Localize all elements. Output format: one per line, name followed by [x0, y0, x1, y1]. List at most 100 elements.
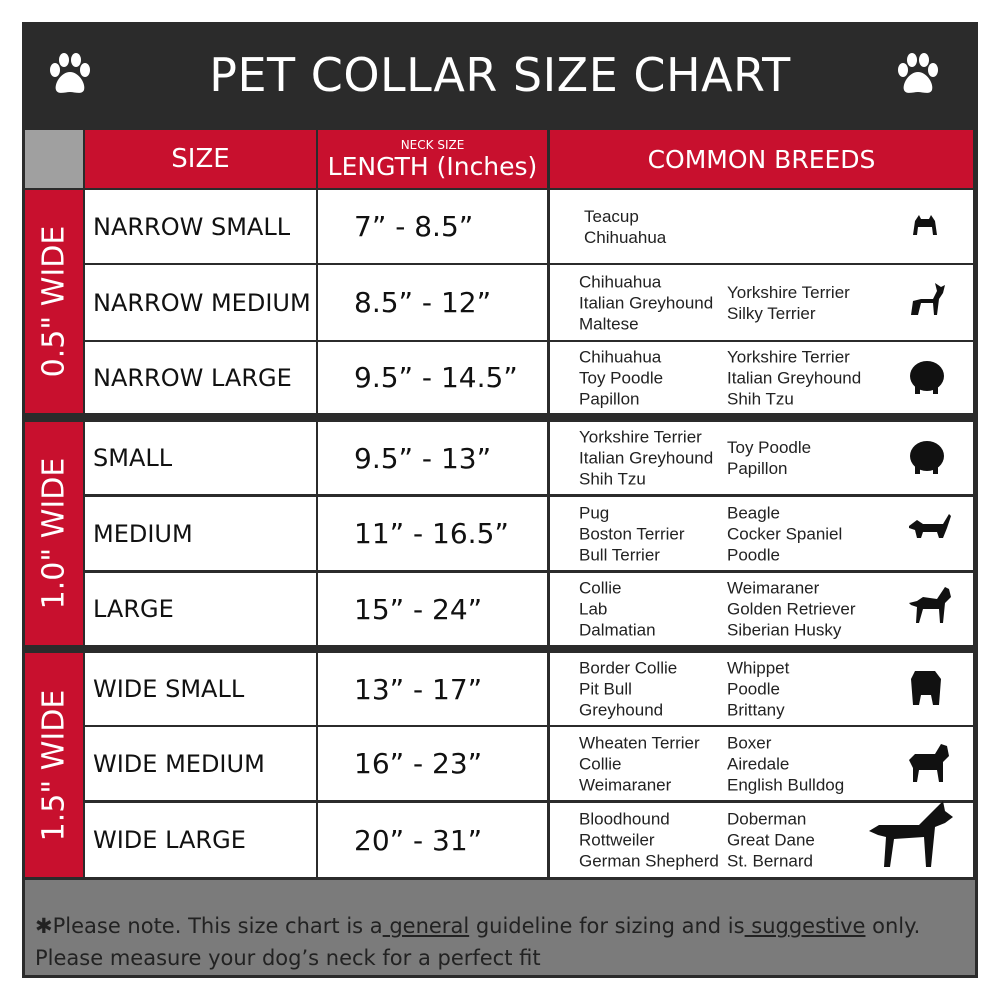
breed: Chihuahua	[584, 227, 667, 247]
header-length-label: LENGTH (Inches)	[327, 151, 538, 181]
breed-list: Teacup Chihuahua	[584, 206, 666, 248]
breed: Pit Bull	[579, 679, 632, 699]
breed: Bull Terrier	[579, 545, 660, 564]
breed-list: Weimaraner Golden Retriever Siberian Husky	[727, 578, 856, 641]
breed: Bloodhound	[579, 809, 670, 829]
breed: Boston Terrier	[579, 524, 685, 543]
breed: Doberman	[727, 809, 807, 829]
size-cell: LARGE	[85, 573, 316, 645]
group-label: 0.5" WIDE	[25, 190, 83, 413]
chihuahua-icon	[911, 282, 945, 315]
breed: Yorkshire Terrier	[579, 427, 702, 447]
breed: Shih Tzu	[579, 469, 646, 489]
breed: Border Collie	[579, 658, 678, 678]
size-cell: NARROW MEDIUM	[85, 265, 316, 340]
breed: Collie	[579, 754, 622, 773]
breed: Great Dane	[727, 830, 815, 850]
breed-list: Chihuahua Toy Poodle Papillon	[579, 346, 663, 409]
breed: Whippet	[727, 658, 790, 678]
length-cell: 20” - 31”	[318, 803, 547, 877]
breed: Brittany	[727, 700, 785, 720]
length-cell: 9.5” - 13”	[318, 422, 547, 494]
breed: Italian Greyhound	[579, 448, 714, 468]
breed-list: Wheaten Terrier Collie Weimaraner	[579, 732, 700, 795]
breed-list: Chihuahua Italian Greyhound Maltese	[579, 271, 713, 334]
breed: Golden Retriever	[727, 599, 856, 619]
breeds-cell: Pug Boston Terrier Bull Terrier Beagle Cock…	[550, 497, 973, 570]
length-cell: 13” - 17”	[318, 653, 547, 725]
breed-list: Pug Boston Terrier Bull Terrier	[579, 502, 685, 565]
breed-list: Yorkshire Terrier Italian Greyhound Shih T…	[727, 346, 861, 409]
bulldog-icon	[911, 671, 941, 705]
pitbull-icon	[909, 743, 949, 782]
breed-list: Beagle Cocker Spaniel Poodle	[727, 502, 842, 565]
breed: Toy Poodle	[579, 368, 664, 387]
breed-list: Yorkshire Terrier Italian Greyhound Shih T…	[579, 427, 713, 490]
breed: Pug	[579, 503, 610, 522]
length-cell: 16” - 23”	[318, 727, 547, 800]
breed: Papillon	[727, 459, 788, 478]
breed: Airedale	[727, 754, 790, 773]
size-cell: WIDE LARGE	[85, 803, 316, 877]
breed: Cocker Spaniel	[727, 524, 843, 543]
length-cell: 9.5” - 14.5”	[318, 342, 547, 413]
footer-note: ✱Please note. This size chart is a gener…	[25, 880, 975, 975]
breed-list: Collie Lab Dalmatian	[579, 578, 656, 641]
breed: Rottweiler	[579, 830, 655, 850]
breeds-cell: Bloodhound Rottweiler German Shepherd Dobe…	[550, 801, 973, 877]
size-cell: SMALL	[85, 422, 316, 494]
breed: Yorkshire Terrier	[727, 282, 850, 302]
breed: English Bulldog	[727, 775, 845, 794]
breed: Wheaten Terrier	[579, 733, 700, 752]
breed: Chihuahua	[579, 272, 662, 291]
length-cell: 15” - 24”	[318, 573, 547, 645]
breed: Papillon	[579, 389, 640, 408]
breed: Siberian Husky	[727, 620, 842, 640]
breeds-cell: Chihuahua Italian Greyhound Maltese Yorksh…	[550, 265, 973, 340]
breeds-cell: Collie Lab Dalmatian Weimaraner Golden Retr…	[550, 573, 973, 645]
breed: Weimaraner	[727, 578, 820, 598]
doberman-icon	[869, 801, 953, 867]
breed: Italian Greyhound	[579, 293, 714, 312]
breeds-cell: Chihuahua Toy Poodle Papillon Yorkshire Te…	[550, 342, 973, 413]
breed: Beagle	[727, 503, 780, 522]
breed: Lab	[579, 599, 608, 619]
paw-icon	[898, 53, 938, 93]
breeds-cell: Yorkshire Terrier Italian Greyhound Shih T…	[550, 422, 973, 494]
breed: Shih Tzu	[727, 389, 794, 408]
dachshund-icon	[909, 513, 951, 538]
breed: Italian Greyhound	[727, 368, 862, 387]
header-size: SIZE	[85, 130, 316, 188]
length-cell: 8.5” - 12”	[318, 265, 547, 340]
chart-title: PET COLLAR SIZE CHART	[209, 48, 791, 102]
yorkie-icon	[913, 214, 937, 235]
breed-list: Whippet Poodle Brittany	[727, 658, 789, 721]
size-cell: NARROW SMALL	[85, 190, 316, 263]
breed-list: Toy Poodle Papillon	[727, 437, 811, 479]
breeds-cell: Wheaten Terrier Collie Weimaraner Boxer Air…	[550, 727, 973, 800]
breed-list: Doberman Great Dane St. Bernard	[727, 809, 815, 872]
breed: Teacup	[584, 206, 639, 226]
breed: Chihuahua	[579, 347, 662, 366]
group-label: 1.0" WIDE	[25, 422, 83, 645]
breed: Dalmatian	[579, 620, 656, 640]
breed: Weimaraner	[579, 775, 672, 794]
breed-list: Boxer Airedale English Bulldog	[727, 732, 844, 795]
size-cell: WIDE MEDIUM	[85, 727, 316, 800]
breeds-cell: Teacup Chihuahua	[550, 190, 973, 263]
breed: German Shepherd	[579, 851, 719, 871]
size-chart: PET COLLAR SIZE CHART SIZE NECK SIZE LEN…	[22, 22, 978, 978]
size-cell: MEDIUM	[85, 497, 316, 570]
breed-list: Bloodhound Rottweiler German Shepherd	[579, 809, 719, 872]
size-cell: WIDE SMALL	[85, 653, 316, 725]
header-breeds: COMMON BREEDS	[550, 130, 973, 188]
breed: Yorkshire Terrier	[727, 347, 850, 366]
shepherd-icon	[909, 587, 951, 623]
breed: Greyhound	[579, 700, 664, 720]
breeds-cell: Border Collie Pit Bull Greyhound Whippet Po…	[550, 653, 973, 725]
pomeranian-icon	[910, 360, 944, 394]
breed: Toy Poodle	[727, 438, 812, 457]
breed: Poodle	[727, 679, 780, 699]
length-cell: 7” - 8.5”	[318, 190, 547, 263]
group-label: 1.5" WIDE	[25, 653, 83, 877]
